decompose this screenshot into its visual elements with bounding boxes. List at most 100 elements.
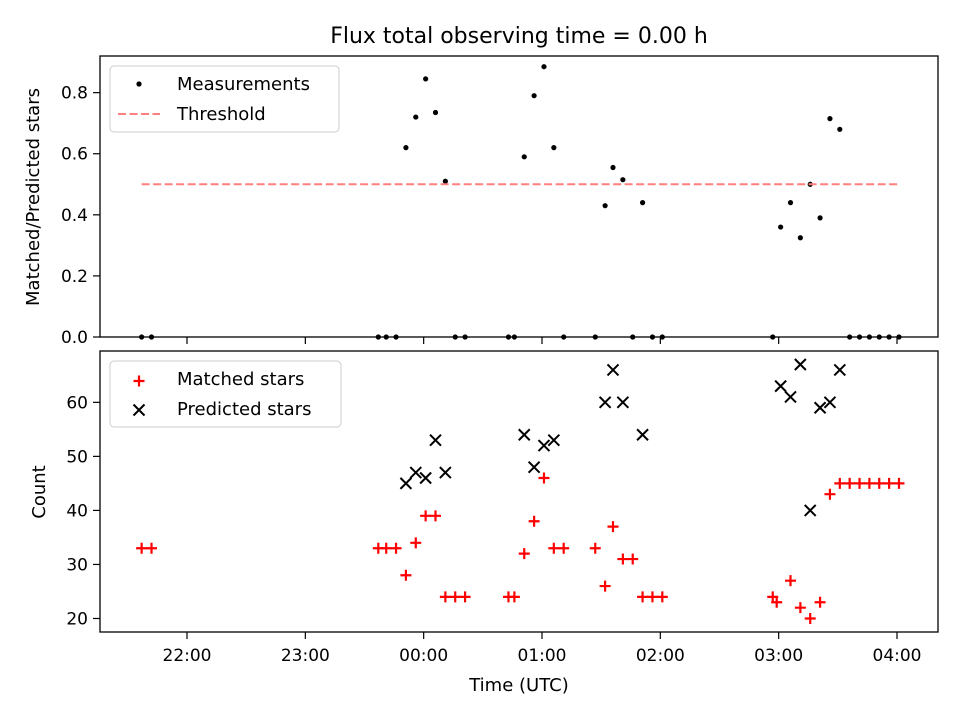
measurements-point [778,224,784,230]
matched-stars-point [558,542,570,554]
measurements-point [639,200,646,206]
predicted-stars-point [813,401,827,414]
x-tick-label: 04:00 [873,646,922,666]
x-tick-label: 22:00 [163,646,212,666]
predicted-stars-point [429,433,442,447]
measurements-point [787,200,794,206]
matched-stars-point [508,591,520,603]
y-tick-label: 0.2 [61,267,88,287]
predicted-stars-point [518,428,531,441]
predicted-stars-point [419,471,432,485]
matched-stars-point [538,472,550,484]
predicted-stars-point [547,433,561,447]
predicted-stars-point [774,379,787,393]
matched-stars-point [528,515,540,527]
y-tick-label: 20 [66,609,88,629]
matched-stars-point [430,510,441,522]
matched-stars-point [844,477,856,489]
bottom-plot-frame [99,350,939,633]
top-legend: Measurements Threshold [109,65,340,133]
bottom-axis-ticks: 20 30 40 50 60 22:00 23:00 00:00 01:00 02:00 03:00… [66,393,921,666]
measurements-point [602,203,608,209]
predicted-stars-point [439,466,452,479]
matched-stars-point [400,569,412,581]
matched-stars-point [893,477,905,489]
matched-stars-point [390,542,402,554]
top-legend-box [109,65,340,133]
matched-stars-point [656,591,668,603]
matched-stars-point [617,553,629,565]
matched-stars-point [794,602,806,614]
x-tick-label: 02:00 [636,646,685,666]
matched-stars-point [627,553,639,565]
measurements-point [620,177,626,183]
y-tick-label: 0.8 [61,84,88,104]
legend-label-threshold: Threshold [176,104,266,125]
predicted-stars-point [833,363,847,377]
matched-stars-point [863,477,875,489]
predicted-stars-point [616,396,630,409]
measurements-point [403,145,409,151]
y-tick-label: 40 [66,501,88,521]
top-y-axis-label: Matched/Predicted stars [23,88,44,306]
predicted-stars-point [804,504,817,517]
bottom-legend-box [109,360,342,428]
matched-stars-point [804,612,816,624]
matched-stars-point [420,510,432,522]
matched-stars-point [380,542,392,554]
matched-stars-point [646,591,658,603]
matched-stars-point [410,537,422,549]
x-tick-label: 00:00 [399,646,448,666]
y-tick-label: 50 [66,447,88,467]
matched-stars-point [607,521,619,533]
x-tick-label: 23:00 [281,646,330,666]
matched-stars-point [439,591,451,603]
matched-stars-point [136,542,148,554]
predicted-stars-point [636,428,649,441]
y-tick-label: 0.4 [61,206,88,226]
measurements-point [817,215,823,221]
predicted-stars-point [823,396,837,409]
matched-stars-point [146,542,157,554]
legend-marker-measurements [136,81,142,87]
predicted-stars-point [409,466,422,479]
measurements-point [442,178,448,184]
legend-label-predicted-stars: Predicted stars [177,399,311,420]
measurements-point [551,145,557,151]
top-plot-frame [99,55,939,338]
bottom-legend: Matched stars Predicted stars [109,360,342,428]
matched-stars-point [599,580,611,592]
y-tick-label: 0.6 [61,145,88,165]
matched-stars-point [834,477,846,489]
measurements-point [610,164,616,171]
matched-stars-point [449,591,461,603]
measurements-point [413,114,419,120]
bottom-y-axis-label: Count [29,465,50,518]
y-tick-label: 0.0 [61,328,88,348]
top-axis-ticks: 0.0 0.2 0.4 0.6 0.8 [61,84,898,348]
predicted-stars-point [794,358,807,371]
measurements-point [531,93,537,99]
measurements-point [797,235,803,241]
x-axis-label: Time (UTC) [468,675,569,696]
predicted-stars-point [606,363,620,377]
predicted-stars-point [537,439,551,452]
matched-stars-point [824,488,836,500]
measurements-point [837,126,843,132]
measurements-point [432,109,439,116]
predicted-stars-point [399,477,413,490]
matched-stars-point [548,542,560,554]
matched-stars-point [459,591,471,603]
matched-stars-point [814,596,826,608]
predicted-stars-point [784,390,797,404]
legend-marker-matched-stars [133,375,145,387]
measurements-point [827,116,833,122]
matched-stars-point [771,596,783,608]
matched-stars-point [518,548,530,560]
x-tick-label: 01:00 [518,646,567,666]
matched-stars-point [873,477,885,489]
matched-stars-point [854,477,866,489]
matched-stars-point [785,575,796,587]
matched-stars-point [637,591,649,603]
